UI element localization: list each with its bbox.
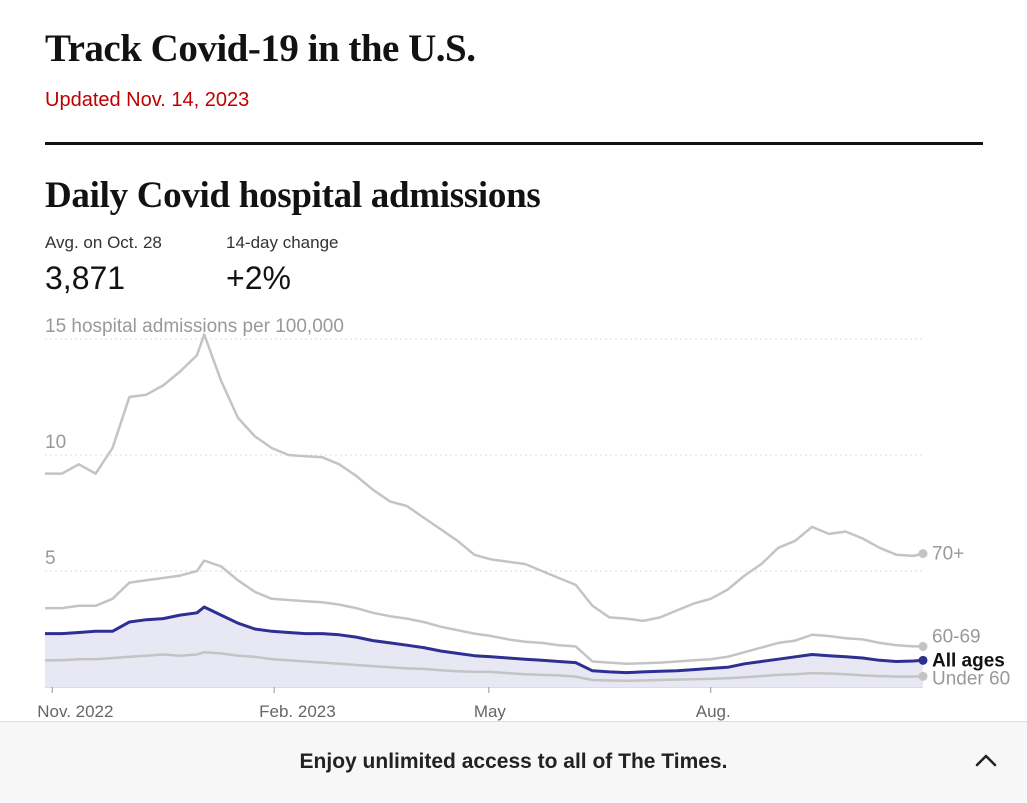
series-line-all-ages — [45, 605, 924, 675]
chart-title: Daily Covid hospital admissions — [45, 175, 541, 216]
updated-date: Updated Nov. 14, 2023 — [45, 89, 250, 111]
series-line-60-69 — [45, 559, 923, 666]
avg-value: 3,871 — [45, 260, 126, 296]
x-tick-label-feb-2023: Feb. 2023 — [259, 702, 336, 721]
series-end-marker-70-plus — [918, 549, 928, 559]
y-tick-label-5: 5 — [45, 548, 56, 569]
series-label-70-plus: 70+ — [932, 544, 964, 565]
series-end-marker-under-60 — [918, 671, 928, 681]
x-tick-label-aug: Aug. — [696, 702, 731, 721]
series-label-all-ages: All ages — [932, 650, 1005, 671]
divider-rule — [45, 142, 983, 145]
subscribe-banner[interactable]: Enjoy unlimited access to all of The Tim… — [0, 721, 1027, 803]
x-tick-label-may: May — [474, 702, 507, 721]
chevron-up-icon[interactable] — [973, 748, 999, 774]
series-end-marker-all-ages — [918, 655, 928, 665]
series-label-60-69: 60-69 — [932, 626, 981, 647]
page-title: Track Covid-19 in the U.S. — [45, 27, 476, 70]
change-label: 14-day change — [226, 233, 339, 252]
x-tick-label-nov-2022: Nov. 2022 — [37, 702, 113, 721]
series-label-under-60: Under 60 — [932, 668, 1010, 689]
avg-label: Avg. on Oct. 28 — [45, 233, 162, 252]
subscribe-banner-text[interactable]: Enjoy unlimited access to all of The Tim… — [299, 750, 728, 773]
y-tick-label-15: 15 hospital admissions per 100,000 — [45, 316, 344, 337]
change-value: +2% — [226, 260, 291, 296]
series-line-under-60 — [45, 650, 924, 682]
admissions-chart: 15 hospital admissions per 100,000 10 5 Nov… — [37, 316, 1010, 721]
y-tick-label-10: 10 — [45, 432, 66, 453]
series-line-70-plus — [45, 333, 924, 623]
all-ages-area — [45, 607, 923, 687]
series-end-marker-60-69 — [918, 641, 928, 651]
